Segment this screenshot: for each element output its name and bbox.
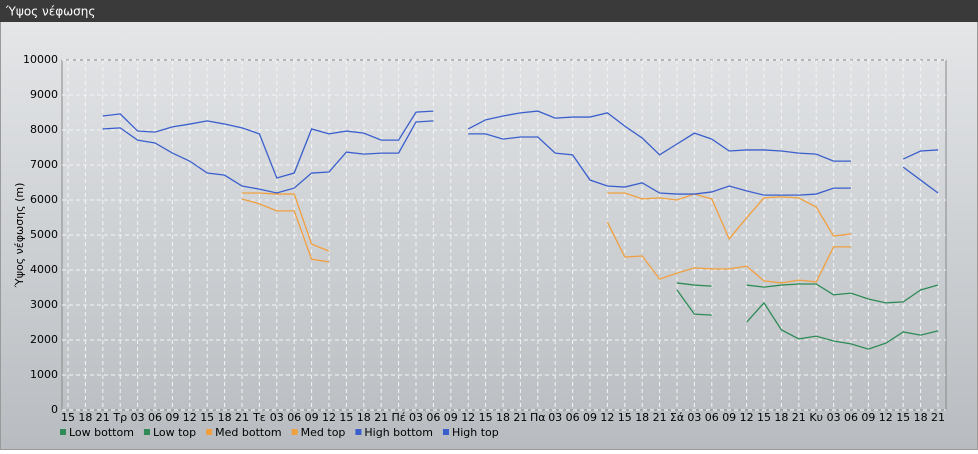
x-tick-label: 21 bbox=[96, 411, 110, 424]
x-tick-label: 12 bbox=[322, 411, 336, 424]
x-tick-label: 06 bbox=[844, 411, 858, 424]
x-tick-label: 15 bbox=[757, 411, 771, 424]
y-tick-label: 8000 bbox=[30, 123, 58, 136]
series-line bbox=[241, 198, 851, 284]
x-tick-label: 09 bbox=[165, 411, 179, 424]
series-line bbox=[102, 120, 939, 196]
x-tick-label: 21 bbox=[235, 411, 249, 424]
legend-swatch bbox=[143, 429, 150, 435]
x-tick-label: 09 bbox=[722, 411, 736, 424]
x-tick-label: 03 bbox=[548, 411, 562, 424]
x-tick-label: 03 bbox=[131, 411, 145, 424]
x-tick-label: Τρ bbox=[112, 411, 127, 424]
y-tick-label: 6000 bbox=[30, 193, 58, 206]
x-tick-label: 03 bbox=[270, 411, 284, 424]
legend-label: Med bottom bbox=[215, 426, 282, 439]
title-bar bbox=[0, 0, 978, 22]
x-tick-label: 09 bbox=[583, 411, 597, 424]
x-tick-label: Πέ bbox=[391, 411, 405, 424]
x-tick-label: 18 bbox=[218, 411, 232, 424]
x-tick-label: 06 bbox=[426, 411, 440, 424]
x-tick-label: 12 bbox=[740, 411, 754, 424]
x-tick-label: 09 bbox=[444, 411, 458, 424]
x-tick-label: 09 bbox=[305, 411, 319, 424]
x-tick-label: 21 bbox=[513, 411, 527, 424]
x-tick-label: 06 bbox=[148, 411, 162, 424]
y-tick-label: 3000 bbox=[30, 298, 58, 311]
x-tick-label: 21 bbox=[374, 411, 388, 424]
series-line bbox=[676, 289, 939, 350]
x-tick-label: 09 bbox=[861, 411, 875, 424]
x-tick-label: 18 bbox=[774, 411, 788, 424]
y-tick-label: 10000 bbox=[23, 53, 58, 66]
x-tick-label: 03 bbox=[409, 411, 423, 424]
legend-label: Low bottom bbox=[69, 426, 134, 439]
y-tick-label: 4000 bbox=[30, 263, 58, 276]
x-tick-label: 21 bbox=[653, 411, 667, 424]
legend-label: High bottom bbox=[364, 426, 433, 439]
x-tick-label: 15 bbox=[339, 411, 353, 424]
x-tick-label: 12 bbox=[461, 411, 475, 424]
x-tick-label: 18 bbox=[635, 411, 649, 424]
legend-label: Low top bbox=[153, 426, 196, 439]
x-tick-label: 18 bbox=[914, 411, 928, 424]
x-tick-label: 18 bbox=[78, 411, 92, 424]
x-tick-label: 06 bbox=[566, 411, 580, 424]
x-tick-label: Πα bbox=[530, 411, 546, 424]
x-tick-label: 15 bbox=[61, 411, 75, 424]
legend-swatch bbox=[355, 429, 362, 435]
y-tick-label: 1000 bbox=[30, 368, 58, 381]
legend-swatch bbox=[60, 429, 66, 435]
legend-label: High top bbox=[452, 426, 499, 439]
y-tick-label: 2000 bbox=[30, 333, 58, 346]
series-line bbox=[102, 110, 939, 179]
x-tick-label: 21 bbox=[792, 411, 806, 424]
y-tick-label: 9000 bbox=[30, 88, 58, 101]
x-tick-label: 18 bbox=[496, 411, 510, 424]
x-tick-label: 15 bbox=[479, 411, 493, 424]
x-tick-label: Κυ bbox=[809, 411, 823, 424]
x-tick-label: 18 bbox=[357, 411, 371, 424]
x-tick-label: 12 bbox=[879, 411, 893, 424]
y-axis-label: Ύψος νέφωσης (m) bbox=[13, 183, 26, 289]
x-tick-label: Τε bbox=[252, 411, 266, 424]
x-tick-label: 06 bbox=[287, 411, 301, 424]
y-tick-label: 7000 bbox=[30, 158, 58, 171]
x-tick-label: 12 bbox=[600, 411, 614, 424]
y-tick-label: 0 bbox=[51, 403, 58, 416]
series-line bbox=[242, 192, 852, 252]
legend-swatch bbox=[442, 429, 449, 435]
x-tick-label: 03 bbox=[827, 411, 841, 424]
x-tick-label: 03 bbox=[687, 411, 701, 424]
x-tick-label: 06 bbox=[705, 411, 719, 424]
series-line bbox=[676, 282, 939, 304]
x-tick-label: 15 bbox=[618, 411, 632, 424]
x-tick-label: 12 bbox=[183, 411, 197, 424]
legend-swatch bbox=[206, 429, 213, 435]
x-tick-label: 15 bbox=[896, 411, 910, 424]
x-tick-label: 15 bbox=[200, 411, 214, 424]
x-tick-label: 21 bbox=[931, 411, 945, 424]
legend-swatch bbox=[291, 429, 298, 435]
y-tick-label: 5000 bbox=[30, 228, 58, 241]
x-tick-label: Σά bbox=[670, 411, 684, 424]
legend-label: Med top bbox=[301, 426, 346, 439]
chart-title: Ύψος νέφωσης bbox=[5, 5, 95, 19]
